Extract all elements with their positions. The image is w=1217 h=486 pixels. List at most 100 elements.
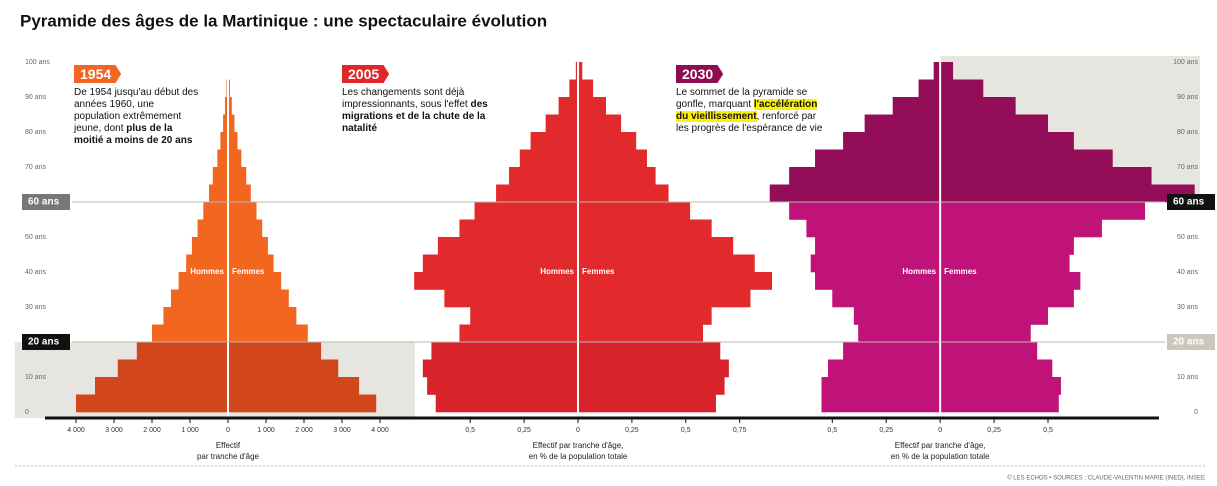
bar: [578, 307, 712, 325]
x-tick-label: 0,25: [517, 427, 531, 434]
marker-label: 60 ans: [1173, 197, 1205, 208]
annotation-text: des migrations et de la chute de la nata…: [342, 99, 488, 134]
annotation-text: Le sommet de la pyramide se gonfle, marq…: [676, 87, 808, 110]
source: © LES ECHOS • SOURCES : CLAUDE-VALENTIN …: [1007, 475, 1205, 482]
annotation-text: plus de la moitié a moins de 20 ans: [74, 123, 193, 146]
bar: [427, 377, 578, 395]
bar: [435, 394, 578, 413]
annotation: De 1954 jusqu'au début des années 1960, …: [74, 87, 199, 147]
bar: [843, 342, 941, 360]
bar: [578, 342, 721, 360]
bar: [228, 394, 377, 413]
bar: [220, 132, 228, 150]
x-axis-label: Effectif par tranche d'âge: [197, 441, 260, 461]
x-tick-label: 0,5: [465, 427, 475, 434]
x-tick-label: 0,5: [1043, 427, 1053, 434]
bar: [422, 359, 578, 378]
bar: [940, 97, 1016, 115]
bar: [228, 97, 232, 115]
bar: [806, 219, 941, 238]
y-tick-label: 100 ans: [1173, 59, 1198, 66]
x-tick-label: 0,25: [987, 427, 1001, 434]
bar: [431, 342, 578, 360]
bar: [940, 307, 1048, 325]
x-tick-label: 4 000: [371, 427, 389, 434]
marker-label: 20 ans: [28, 337, 60, 348]
bar: [940, 184, 1195, 203]
bar: [864, 114, 941, 133]
bar: [853, 307, 941, 325]
year-badge: 1954: [74, 65, 122, 83]
bar: [228, 237, 268, 255]
bar: [769, 184, 941, 203]
bar: [76, 394, 228, 413]
legend-label: Hommes: [540, 267, 574, 276]
bar: [95, 377, 228, 395]
bar: [136, 342, 228, 360]
bar: [578, 184, 669, 203]
marker-badge: [1167, 334, 1215, 350]
bar: [940, 167, 1152, 185]
bar: [918, 79, 941, 98]
bar: [815, 237, 941, 255]
bar: [578, 79, 594, 98]
bar: [578, 289, 751, 308]
y-tick-label: 80 ans: [1177, 129, 1199, 136]
bar: [228, 377, 360, 395]
year-badge: 2030: [676, 65, 724, 83]
y-tick-label: 30 ans: [1177, 304, 1199, 311]
bar: [892, 97, 941, 115]
y-tick-label: 50 ans: [25, 234, 47, 241]
x-tick-label: 3 000: [333, 427, 351, 434]
y-tick-label: 0: [1194, 409, 1198, 416]
annotation: Le sommet de la pyramide se gonfle, marq…: [676, 87, 826, 135]
bar: [832, 289, 941, 308]
bar: [414, 272, 578, 290]
bar: [474, 202, 578, 220]
y-tick-label: 10 ans: [25, 374, 47, 381]
x-tick-label: 0,25: [625, 427, 639, 434]
bar: [827, 359, 941, 378]
bar: [459, 219, 578, 238]
bar: [843, 132, 941, 150]
bar: [228, 324, 308, 343]
bar: [940, 149, 1113, 168]
bar: [228, 342, 322, 360]
bar: [940, 342, 1038, 360]
x-tick-label: 0,75: [733, 427, 747, 434]
bar: [569, 79, 578, 98]
bar: [496, 184, 578, 203]
bar: [228, 202, 257, 220]
bar: [815, 272, 941, 290]
annotation-text: De 1954 jusqu'au début des années 1960, …: [74, 87, 199, 134]
bar: [203, 202, 228, 220]
bar: [858, 324, 941, 343]
y-tick-label: 40 ans: [25, 269, 47, 276]
bar: [228, 289, 289, 308]
chart-title: Pyramide des âges de la Martinique : une…: [20, 11, 547, 30]
y-tick-label: 50 ans: [1177, 234, 1199, 241]
x-axis-label: Effectif par tranche d'âge, en % de la po…: [891, 441, 990, 461]
bar: [789, 202, 941, 220]
bar: [578, 62, 583, 80]
bar: [228, 359, 339, 378]
bar: [228, 254, 274, 273]
bar: [178, 272, 228, 290]
bar: [228, 219, 263, 238]
bar: [933, 62, 941, 80]
marker-label: 60 ans: [28, 197, 60, 208]
bar: [171, 289, 228, 308]
y-tick-label: 30 ans: [25, 304, 47, 311]
bar: [578, 132, 637, 150]
annotation-text: Les changements sont déjà impressionnant…: [342, 87, 471, 110]
y-tick-label: 0: [25, 409, 29, 416]
y-tick-label: 70 ans: [25, 164, 47, 171]
bar: [228, 184, 251, 203]
y-tick-label: 100 ans: [25, 59, 50, 66]
x-tick-label: 0,5: [827, 427, 837, 434]
legend-label: Hommes: [190, 267, 224, 276]
bar: [940, 62, 954, 80]
bar: [940, 394, 1059, 413]
x-tick-label: 1 000: [257, 427, 275, 434]
bar: [558, 97, 578, 115]
